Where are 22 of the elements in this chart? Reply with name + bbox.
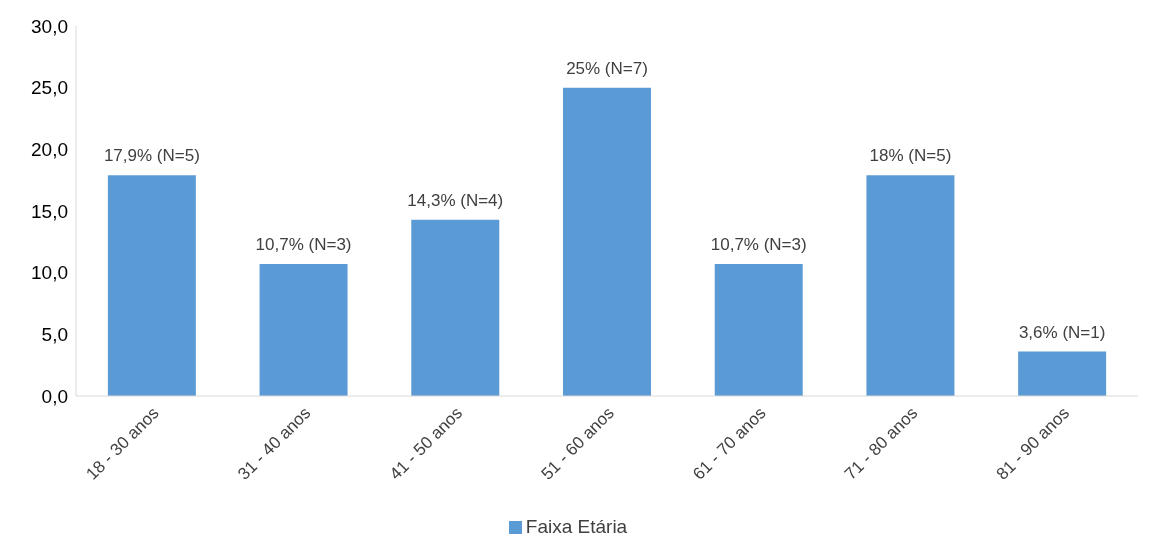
- bar: [411, 219, 500, 396]
- bar: [1018, 351, 1107, 396]
- bar: [259, 264, 348, 396]
- y-tick-label: 0,0: [41, 385, 68, 407]
- y-tick-label: 5,0: [41, 324, 68, 346]
- bar: [714, 264, 803, 396]
- bar: [866, 175, 955, 396]
- data-label: 3,6% (N=1): [1018, 322, 1106, 342]
- y-tick-label: 25,0: [31, 77, 68, 99]
- data-label: 25% (N=7): [566, 58, 648, 78]
- data-label: 10,7% (N=3): [255, 235, 352, 255]
- y-tick-label: 10,0: [31, 262, 68, 284]
- y-tick-label: 30,0: [31, 15, 68, 37]
- legend-label: Faixa Etária: [525, 516, 628, 537]
- bar: [563, 87, 651, 396]
- data-label: 18% (N=5): [869, 146, 952, 166]
- bar: [107, 175, 196, 396]
- data-label: 10,7% (N=3): [710, 235, 807, 255]
- y-tick-label: 20,0: [31, 139, 68, 161]
- y-tick-label: 15,0: [31, 200, 68, 222]
- data-label: 17,9% (N=5): [103, 146, 200, 166]
- data-label: 14,3% (N=4): [407, 190, 504, 210]
